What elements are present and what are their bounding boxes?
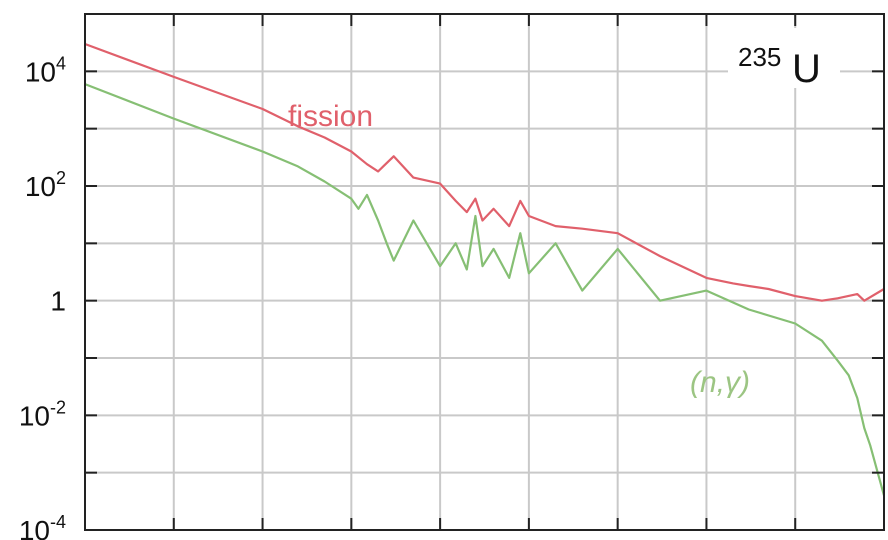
grid [85,14,884,530]
y-tick-label: 102 [25,168,66,202]
isotope-label: 235 U [738,42,821,91]
n-gamma-series-line [84,83,886,496]
plot-frame [84,13,885,531]
y-tick-label-base: 1 [50,286,66,317]
isotope-symbol: U [792,47,821,91]
isotope-mass-number: 235 [738,42,781,72]
y-tick-label-exponent: -4 [50,512,66,532]
tick-marks [85,14,884,530]
y-tick-label: 10-2 [19,397,66,431]
y-tick-label-exponent: -2 [50,397,66,417]
y-tick-label: 10-4 [19,512,66,540]
fission-series-label: fission [288,100,373,133]
y-tick-label-exponent: 4 [56,53,66,73]
y-tick-label-base: 10 [19,515,50,540]
y-tick-label-base: 10 [25,56,56,87]
y-tick-label-base: 10 [25,171,56,202]
n-gamma-series-label: (n,γ) [690,366,750,399]
series-layer [84,42,886,496]
y-tick-label-base: 10 [19,400,50,431]
y-tick-label-exponent: 2 [56,168,66,188]
y-tick-label: 1 [50,286,66,317]
y-tick-label: 104 [25,53,66,87]
isotope-label-box [728,28,840,88]
fission-series-line [84,42,885,302]
